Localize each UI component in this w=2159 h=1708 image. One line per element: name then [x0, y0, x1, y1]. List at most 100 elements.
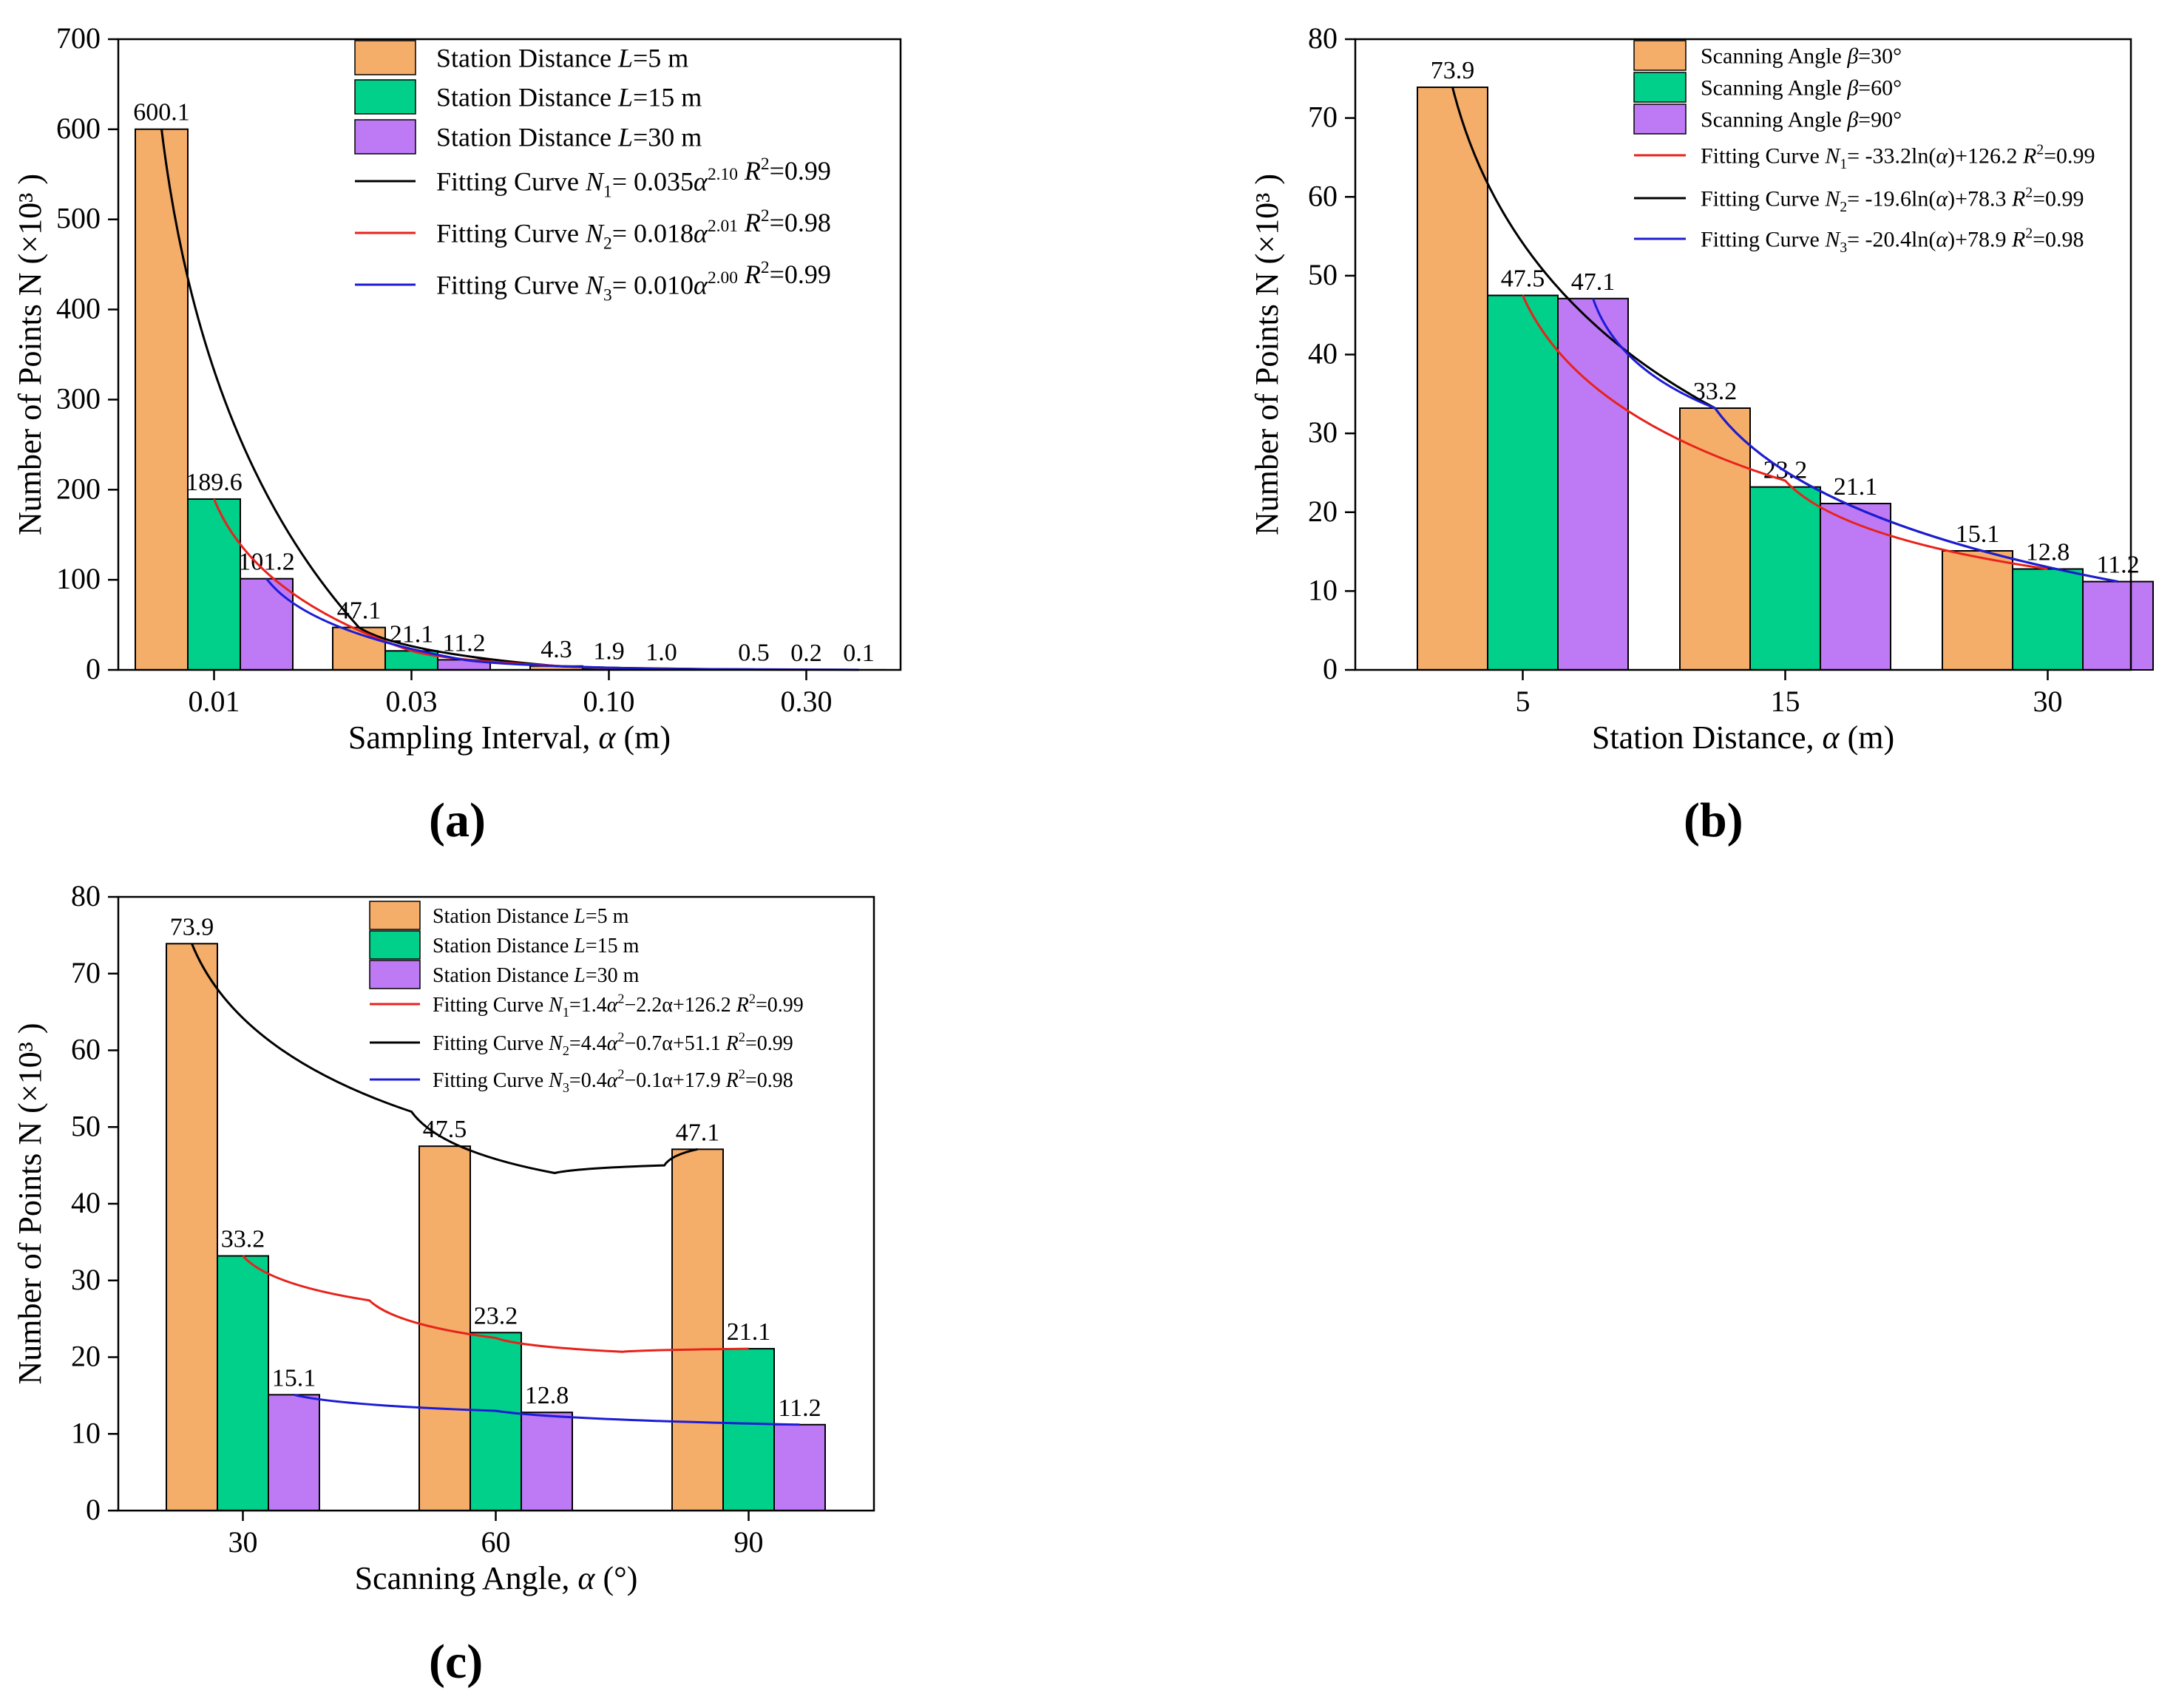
- legend-label-b-0: Scanning Angle β=30°: [1701, 44, 1902, 69]
- ytick-label-c-1: 10: [71, 1416, 101, 1449]
- ytick-label-a-5: 500: [56, 202, 101, 235]
- legend-label-b-3: Fitting Curve N1= -33.2ln(α)+126.2 R2=0.…: [1701, 143, 2095, 173]
- data-label-a-s1-c1: 21.1: [390, 620, 434, 648]
- data-label-c-s1-c2: 21.1: [727, 1318, 771, 1346]
- legend-swatch-c-2: [369, 960, 421, 989]
- data-label-b-s0-c2: 15.1: [1956, 521, 2000, 548]
- bar-c-s2-c0: [268, 1394, 320, 1512]
- data-label-a-s1-c0: 189.6: [186, 469, 243, 496]
- data-label-a-s2-c1: 11.2: [442, 629, 485, 657]
- legend-swatch-b-0: [1633, 40, 1687, 71]
- y-axis-title-b: Number of Points N (×10³ ): [1249, 174, 1285, 535]
- bar-b-s1-c1: [1749, 486, 1821, 671]
- ytick-label-c-6: 60: [71, 1033, 101, 1066]
- data-label-b-s1-c0: 47.5: [1501, 265, 1545, 293]
- legend-swatch-c-1: [369, 930, 421, 960]
- bar-c-s2-c1: [521, 1412, 573, 1511]
- data-label-b-s0-c0: 73.9: [1431, 57, 1475, 84]
- legend-label-a-2: Station Distance L=30 m: [436, 123, 702, 152]
- ytick-label-b-3: 30: [1308, 416, 1338, 449]
- ytick-label-a-1: 100: [56, 562, 101, 595]
- data-label-b-s1-c2: 12.8: [2026, 539, 2070, 566]
- bar-c-s2-c2: [773, 1423, 826, 1512]
- data-label-b-s2-c1: 21.1: [1834, 473, 1878, 501]
- fit-curve-c-0: [242, 1255, 749, 1353]
- ytick-label-a-4: 400: [56, 292, 101, 325]
- bar-c-s1-c1: [470, 1332, 522, 1512]
- bar-c-s1-c2: [722, 1348, 775, 1512]
- data-label-c-s2-c0: 15.1: [272, 1364, 316, 1392]
- legend-label-b-4: Fitting Curve N2= -19.6ln(α)+78.3 R2=0.9…: [1701, 186, 2084, 216]
- chart-c: 73.947.5 47.133.223.221.115.112.8 11.20102…: [12, 879, 875, 1596]
- legend-label-c-1: Station Distance L=15 m: [433, 935, 640, 958]
- ytick-label-b-8: 80: [1308, 21, 1338, 55]
- data-label-c-s0-c2: 47.1: [676, 1119, 720, 1146]
- data-label-a-s0-c0: 600.1: [133, 99, 190, 126]
- plot-frame-a: [117, 38, 902, 671]
- legend-a: Station Distance L=5 m Station Distance L…: [354, 40, 831, 305]
- x-axis-title-b: Station Distance, α (m): [1592, 719, 1894, 756]
- legend-label-a-4: Fitting Curve N2= 0.018α2.01 R2=0.98: [436, 206, 831, 254]
- ytick-label-b-0: 0: [1323, 652, 1338, 685]
- fit-curve-b-0: [1522, 294, 2048, 571]
- bar-b-s1-c0: [1487, 294, 1559, 671]
- legend-c: Station Distance L=5 m Station Distance L…: [369, 901, 804, 1095]
- legend-label-a-0: Station Distance L=5 m: [436, 44, 688, 73]
- xtick-label-a-1: 0.03: [386, 685, 438, 718]
- data-label-c-s0-c0: 73.9: [170, 913, 214, 941]
- bar-b-s0-c0: [1417, 87, 1488, 671]
- ytick-label-c-5: 50: [71, 1109, 101, 1142]
- data-label-a-s2-c2: 1.0: [645, 639, 677, 666]
- data-label-a-s0-c2: 4.3: [540, 636, 572, 663]
- ytick-label-c-3: 30: [71, 1263, 101, 1296]
- fit-curve-c-2: [294, 1393, 800, 1426]
- bar-b-s0-c1: [1679, 407, 1751, 671]
- bar-b-s2-c1: [1820, 503, 1891, 671]
- data-label-c-s1-c0: 33.2: [221, 1226, 265, 1253]
- legend-label-a-5: Fitting Curve N3= 0.010α2.00 R2=0.99: [436, 258, 831, 305]
- y-axis-title-c: Number of Points N (×10³ ): [12, 1023, 48, 1385]
- bar-a-s2-c0: [240, 577, 294, 671]
- fit-curve-c-1: [191, 943, 698, 1175]
- legend-label-a-1: Station Distance L=15 m: [436, 83, 702, 112]
- data-label-c-s2-c1: 12.8: [525, 1382, 569, 1409]
- x-axis-title-c: Scanning Angle, α (°): [355, 1560, 638, 1596]
- ytick-label-a-7: 700: [56, 21, 101, 55]
- xtick-label-a-0: 0.01: [189, 685, 240, 718]
- x-axis-title-a: Sampling Interval, α (m): [348, 719, 671, 756]
- bar-c-s1-c0: [217, 1255, 269, 1512]
- fit-curve-a-1: [213, 498, 807, 671]
- ytick-label-c-8: 80: [71, 879, 101, 912]
- ytick-label-c-2: 20: [71, 1340, 101, 1373]
- legend-label-c-0: Station Distance L=5 m: [433, 905, 629, 928]
- ytick-label-a-0: 0: [86, 652, 101, 685]
- bar-c-s0-c0: [166, 943, 218, 1511]
- bar-c-s0-c1: [418, 1145, 471, 1511]
- bar-b-s0-c2: [1942, 549, 2013, 671]
- ytick-label-b-2: 20: [1308, 495, 1338, 528]
- ytick-label-a-6: 600: [56, 112, 101, 145]
- bar-a-s0-c0: [135, 128, 189, 671]
- legend-label-b-2: Scanning Angle β=90°: [1701, 108, 1902, 132]
- legend-swatch-a-2: [354, 119, 416, 155]
- legend-swatch-a-1: [354, 79, 416, 115]
- data-label-c-s2-c2: 11.2: [778, 1394, 821, 1422]
- bar-a-s1-c0: [187, 498, 241, 671]
- legend-label-c-5: Fitting Curve N3=0.4α2−0.1α+17.9 R2=0.98: [433, 1067, 793, 1095]
- xtick-label-c-1: 60: [481, 1525, 511, 1559]
- data-label-a-s0-c3: 0.5: [738, 639, 770, 666]
- y-axis-title-a: Number of Points N (×10³ ): [12, 174, 48, 535]
- legend-label-a-3: Fitting Curve N1= 0.035α2.10 R2=0.99: [436, 155, 831, 202]
- xtick-label-b-2: 30: [2033, 685, 2063, 718]
- xtick-label-a-3: 0.30: [781, 685, 833, 718]
- data-label-a-s1-c2: 1.9: [593, 638, 625, 665]
- legend-label-c-2: Station Distance L=30 m: [433, 964, 640, 987]
- legend-swatch-c-0: [369, 901, 421, 930]
- ytick-label-a-2: 200: [56, 472, 101, 505]
- panel-label-c: (c): [429, 1635, 484, 1689]
- legend-swatch-b-1: [1633, 72, 1687, 103]
- legend-swatch-a-0: [354, 40, 416, 75]
- bar-b-s2-c0: [1557, 297, 1629, 671]
